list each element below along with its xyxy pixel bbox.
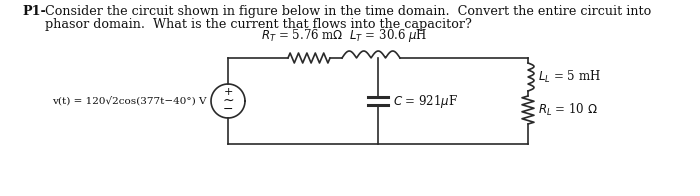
Text: phasor domain.  What is the current that flows into the capacitor?: phasor domain. What is the current that … <box>45 18 472 31</box>
Text: $L_L$ = 5 mH: $L_L$ = 5 mH <box>538 69 601 85</box>
Text: −: − <box>223 103 233 116</box>
Text: $R_L$ = 10 $\Omega$: $R_L$ = 10 $\Omega$ <box>538 102 598 118</box>
Text: $C$ = 921$\mu$F: $C$ = 921$\mu$F <box>393 93 458 110</box>
Text: Consider the circuit shown in figure below in the time domain.  Convert the enti: Consider the circuit shown in figure bel… <box>45 5 651 18</box>
Text: +: + <box>223 87 232 97</box>
Text: $R_T$ = 5.76 m$\Omega$  $L_T$ = 30.6 $\mu$H: $R_T$ = 5.76 m$\Omega$ $L_T$ = 30.6 $\mu… <box>260 27 427 44</box>
Text: ~: ~ <box>222 94 234 108</box>
Text: P1-: P1- <box>22 5 46 18</box>
Text: v(t) = 120√2cos(377t−40°) V: v(t) = 120√2cos(377t−40°) V <box>52 96 207 106</box>
